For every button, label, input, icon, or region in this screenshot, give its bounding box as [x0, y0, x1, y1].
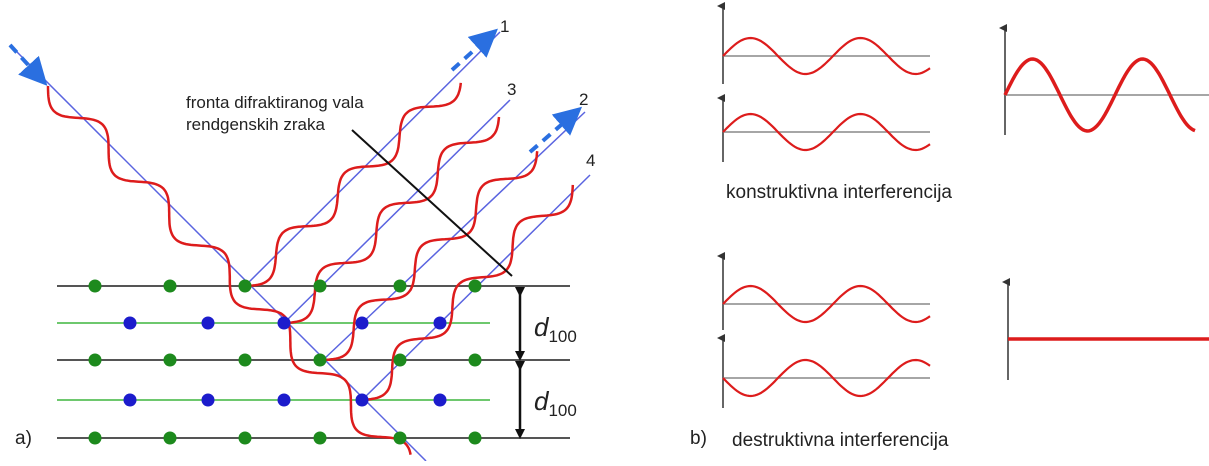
blue-atom	[123, 316, 137, 330]
ray-number-3: 3	[507, 80, 516, 99]
blue-atom	[277, 316, 291, 330]
blue-atom	[355, 393, 369, 407]
wavefront-line	[351, 129, 513, 277]
diffracted-wave	[361, 184, 575, 402]
interference-panel	[717, 2, 1209, 408]
ray-number-1: 1	[500, 17, 509, 36]
diffracted-wave	[322, 151, 539, 362]
sine-wave	[722, 36, 931, 76]
lattice-atoms	[88, 279, 482, 445]
blue-atom	[123, 393, 137, 407]
blue-atom	[201, 316, 215, 330]
blue-atom	[433, 316, 447, 330]
green-atom	[313, 353, 327, 367]
spacing-label-upper: d100	[534, 312, 577, 346]
panel-label-a: a)	[15, 428, 32, 449]
sine-wave	[722, 112, 931, 152]
destructive-sum	[1002, 278, 1209, 380]
constructive-caption: konstruktivna interferencija	[726, 182, 952, 203]
green-atom	[313, 279, 327, 293]
ray-number-2: 2	[579, 90, 588, 109]
constructive-wave-2	[717, 94, 931, 162]
spacing-symbol-lower: d	[534, 386, 550, 416]
arrow-icon	[528, 106, 583, 154]
green-atom	[238, 353, 252, 367]
blue-atom	[277, 393, 291, 407]
constructive-sum	[999, 24, 1209, 135]
green-atom	[393, 431, 407, 445]
green-atom	[313, 431, 327, 445]
green-atom	[163, 353, 177, 367]
destructive-wave-1	[717, 252, 931, 330]
ray-number-4: 4	[586, 151, 595, 170]
diffracted-wave	[244, 82, 463, 288]
green-atom	[88, 353, 102, 367]
green-atom	[393, 353, 407, 367]
green-atom	[88, 279, 102, 293]
sine-wave	[722, 284, 931, 324]
spacing-subscript-lower: 100	[548, 401, 576, 420]
spacing-label-lower: d100	[534, 386, 577, 420]
sine-wave	[722, 358, 931, 398]
diffracted-ray	[244, 31, 501, 287]
ray-arrows	[8, 28, 583, 154]
green-atom	[163, 431, 177, 445]
spacing-symbol-upper: d	[534, 312, 550, 342]
wavefront-label-line-1: fronta difraktiranog vala	[186, 93, 364, 112]
green-atom	[163, 279, 177, 293]
destructive-caption: destruktivna interferencija	[732, 430, 949, 451]
green-atom	[468, 279, 482, 293]
blue-atom	[355, 316, 369, 330]
blue-atom	[201, 393, 215, 407]
green-atom	[238, 431, 252, 445]
sine-wave	[1003, 57, 1196, 133]
xray-waves	[46, 82, 575, 455]
arrow-icon	[450, 28, 498, 72]
green-atom	[468, 353, 482, 367]
incident-ray	[9, 44, 427, 462]
green-atom	[468, 431, 482, 445]
green-atom	[88, 431, 102, 445]
incident-wave	[46, 86, 412, 455]
wavefront-label-line-2: rendgenskih zraka	[186, 115, 325, 134]
green-atom	[238, 279, 252, 293]
green-atom	[393, 279, 407, 293]
panel-label-b: b)	[690, 428, 707, 449]
spacing-subscript-upper: 100	[548, 327, 576, 346]
destructive-wave-2	[717, 334, 931, 408]
blue-atom	[433, 393, 447, 407]
arrow-icon	[8, 43, 48, 86]
constructive-wave-1	[717, 2, 931, 84]
